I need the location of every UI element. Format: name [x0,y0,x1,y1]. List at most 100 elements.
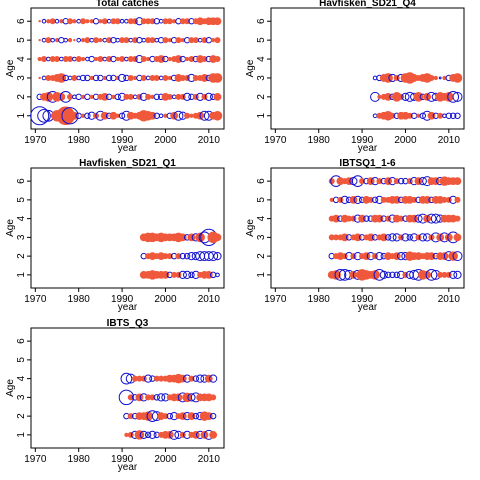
residual-positive-point [415,234,422,241]
residual-positive-point [350,253,357,260]
residual-negative-point [425,268,438,281]
x-tick-label: 1970 [264,294,287,305]
residual-negative-point [371,196,379,204]
y-tick-label: 6 [16,18,27,24]
residual-negative-point [75,93,82,101]
residual-positive-point [97,56,104,63]
residual-positive-point [406,112,413,119]
residual-negative-point [84,112,91,119]
x-tick-label: 1980 [308,294,331,305]
residual-negative-point [183,270,192,279]
residual-negative-point [145,75,151,81]
residual-positive-point [328,178,335,185]
y-tick-label: 5 [16,197,27,203]
residual-negative-point [173,110,184,121]
residual-positive-point [140,74,147,81]
residual-positive-point [124,432,129,437]
x-tick-label: 1970 [264,135,287,146]
residual-negative-point [124,18,129,24]
panel-3: Havfisken_SD21_Q1 1970 1980 1990 2000 2010 1 2 3… [5,158,225,313]
panel-title: IBTSQ1_1-6 [339,158,396,169]
plot-frame [30,167,225,289]
residual-positive-point [454,196,461,203]
y-tick-label: 4 [256,56,267,62]
residual-positive-point [134,430,145,440]
y-tick-label: 5 [16,37,27,43]
y-tick-label: 3 [16,75,27,81]
residual-negative-point [144,431,152,439]
residual-positive-point [184,74,191,81]
residual-positive-point [383,73,393,83]
residual-positive-point [453,233,462,242]
residual-positive-point [127,431,134,438]
x-tick-label: 2000 [154,454,177,465]
residual-positive-point [411,196,418,203]
residual-negative-point [406,234,413,241]
residual-positive-point [453,177,462,186]
residual-positive-point [370,270,380,280]
residual-negative-point [54,18,60,24]
residual-negative-point [388,233,397,242]
residual-negative-point [158,75,164,81]
residual-negative-point [430,213,441,224]
residual-positive-point [38,20,41,23]
residual-positive-point [85,19,90,24]
residual-positive-point [341,253,348,260]
panel-5: IBTS_Q3 1970 1980 1990 2000 2010 1 2 3 4 5 6 year Age [5,318,225,473]
residual-positive-point [106,56,113,63]
residual-negative-point [452,91,463,102]
y-tick-label: 3 [256,234,267,240]
y-tick-label: 2 [256,94,267,100]
y-axis-label: Age [5,59,16,77]
residual-positive-point [212,110,223,121]
y-axis-label: Age [245,219,256,237]
x-tick-label: 2000 [154,294,177,305]
y-tick-label: 1 [256,113,267,119]
residual-positive-point [392,252,401,261]
residual-negative-point [401,233,410,242]
residual-negative-point [199,110,210,121]
residual-negative-point [132,94,138,100]
residual-positive-point [135,393,144,402]
residual-negative-point [203,251,214,262]
residual-positive-point [179,93,186,100]
residual-negative-point [363,215,370,222]
x-tick-label: 1970 [24,135,47,146]
residual-negative-point [30,106,50,126]
residual-negative-point [196,374,205,383]
residual-negative-point [119,18,125,24]
residual-positive-point [377,94,382,99]
residual-positive-point [454,215,461,222]
residual-positive-point [337,196,344,203]
residual-negative-point [153,93,160,101]
panel-4: IBTSQ1_1-6 1970 1980 1990 2000 2010 1 2 3 4 5 6 year… [245,158,465,313]
residual-positive-point [132,56,139,63]
residual-negative-point [41,75,47,81]
residual-negative-point [209,374,218,383]
residual-positive-point [93,56,99,62]
residual-negative-point [106,18,112,24]
residual-positive-point [410,214,419,223]
residual-positive-point [45,37,52,44]
x-tick-label: 2000 [394,294,417,305]
residual-positive-point [145,93,152,100]
residual-positive-point [184,18,191,25]
residual-negative-point [179,252,186,260]
panel-title: Total catches [96,0,160,9]
residual-negative-point [449,112,457,119]
residual-positive-point [437,112,444,119]
residual-negative-point [102,37,108,43]
y-tick-label: 3 [16,234,27,240]
residual-positive-point [201,56,208,63]
residual-positive-point [71,74,78,81]
x-tick-label: 1970 [24,454,47,465]
residual-negative-point [397,252,406,261]
residual-positive-point [213,92,222,101]
residual-positive-point [127,394,134,401]
x-tick-label: 1980 [68,294,91,305]
x-axis-label: year [358,302,378,313]
residual-negative-point [188,271,195,279]
residual-positive-point [162,37,169,44]
y-tick-label: 2 [16,94,27,100]
x-tick-label: 2010 [438,135,461,146]
